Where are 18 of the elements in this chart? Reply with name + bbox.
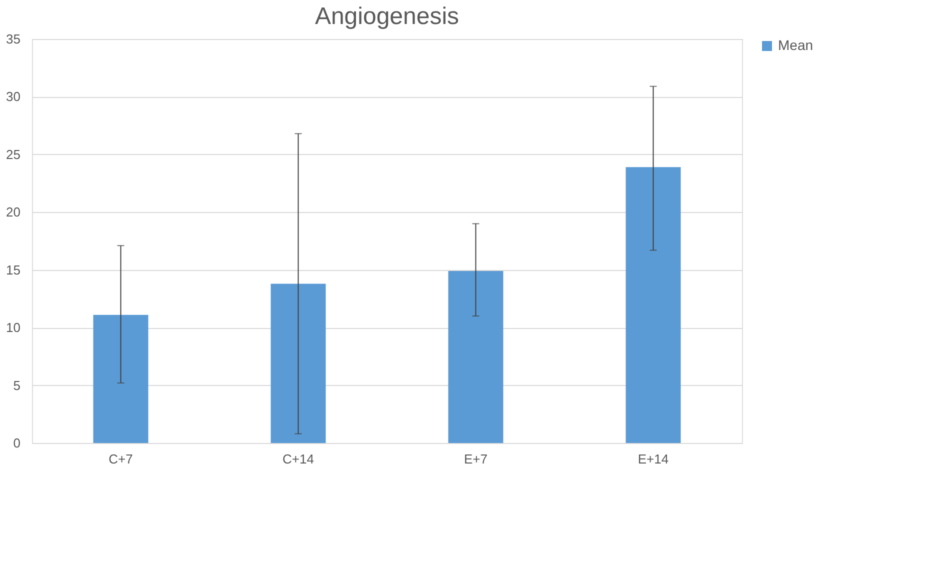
y-tick-label: 10 (6, 320, 20, 336)
legend-label: Mean (778, 37, 814, 53)
x-tick-label: C+7 (108, 452, 133, 466)
y-tick-label: 35 (6, 32, 20, 46)
bar (626, 167, 681, 443)
y-tick-label: 5 (13, 378, 20, 393)
y-tick-label: 25 (6, 146, 20, 162)
bar (270, 284, 326, 443)
y-tick-label: 20 (6, 204, 20, 220)
x-tick-label: E+14 (638, 452, 669, 466)
x-tick-label: C+14 (282, 452, 314, 466)
y-tick-label: 30 (6, 89, 20, 104)
y-tick-label: 15 (6, 262, 20, 278)
x-tick-label: E+7 (464, 452, 488, 466)
chart-title: Angiogenesis (314, 3, 460, 30)
bar (448, 271, 504, 443)
y-tick-label: 0 (13, 436, 20, 450)
bar (93, 314, 148, 443)
